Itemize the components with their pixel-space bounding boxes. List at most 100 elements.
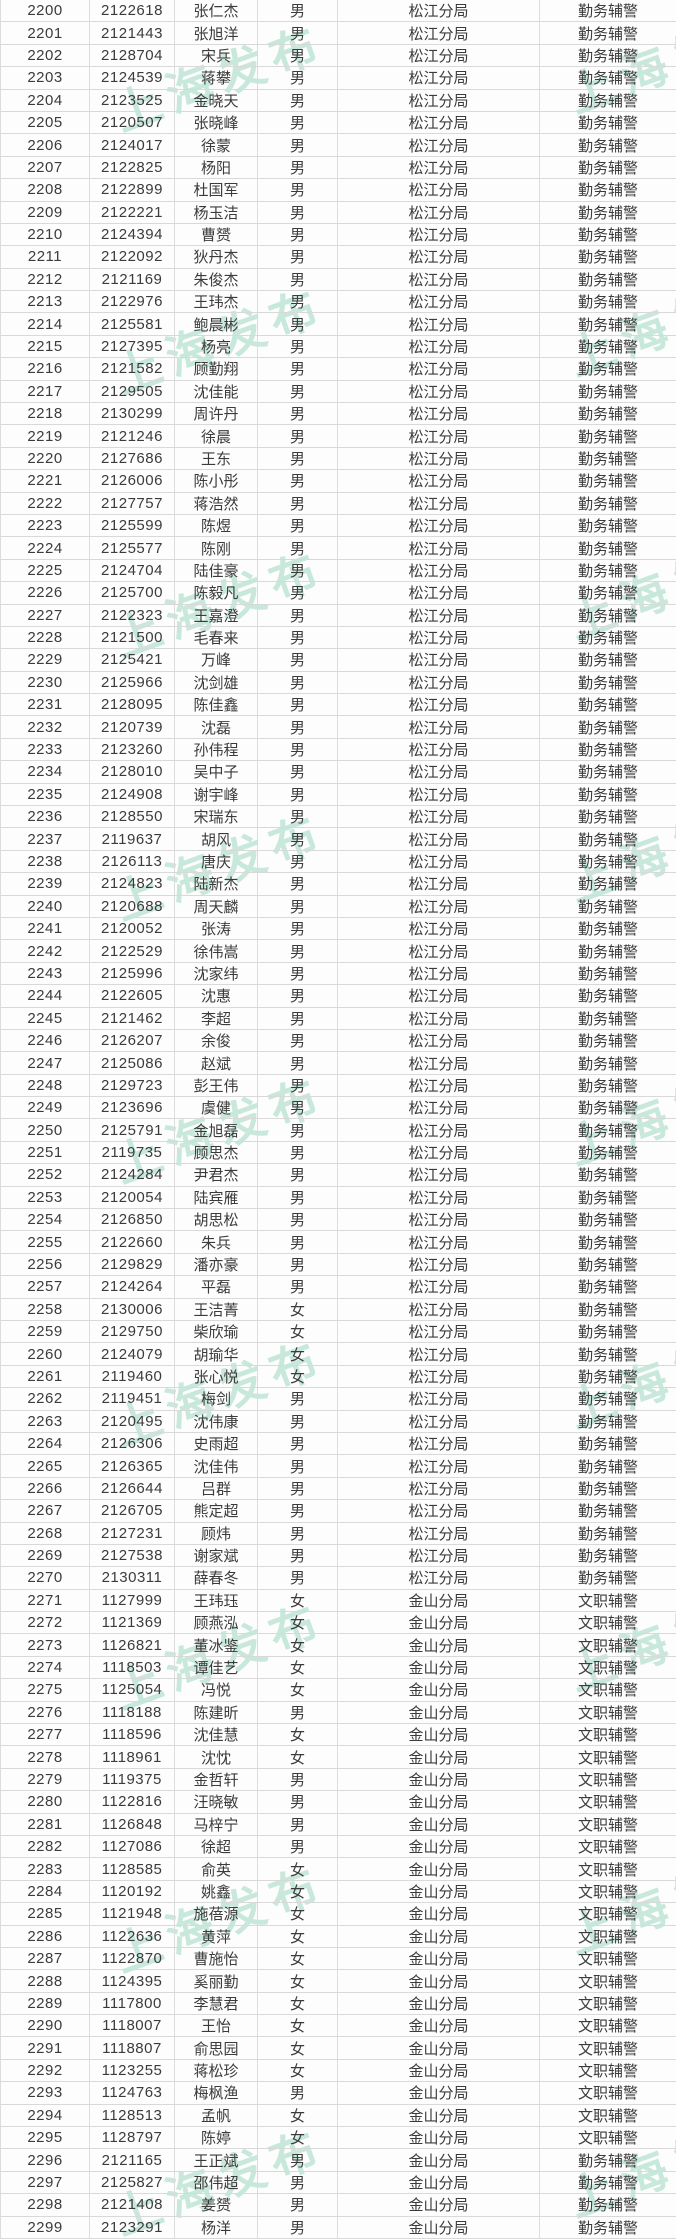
cell-name: 顾炜 — [175, 1522, 258, 1544]
cell-gender: 男 — [258, 940, 338, 962]
cell-name: 陈毅凡 — [175, 582, 258, 604]
cell-candidate-id: 2125827 — [90, 2171, 175, 2194]
cell-candidate-id: 2120054 — [90, 1186, 175, 1209]
cell-bureau: 松江分局 — [338, 1567, 540, 1589]
cell-gender: 女 — [258, 1925, 338, 1947]
cell-gender: 男 — [258, 134, 338, 156]
cell-row-number: 2284 — [0, 1880, 90, 1903]
cell-candidate-id: 1118596 — [90, 1724, 175, 1746]
cell-row-number: 2297 — [0, 2171, 90, 2194]
cell-candidate-id: 2122605 — [90, 985, 175, 1007]
table-row: 2264 2126306 史雨超男松江分局 勤务辅警 — [0, 1432, 676, 1456]
cell-position: 勤务辅警 — [577, 159, 638, 177]
cell-row-number: 2202 — [0, 44, 90, 67]
cell-position: 勤务辅警 — [577, 607, 638, 625]
cell-name: 尹君杰 — [175, 1164, 258, 1186]
cell-name: 俞英 — [175, 1858, 258, 1880]
cell-candidate-id: 2124823 — [90, 873, 175, 895]
table-row: 2212 2121169 朱俊杰男松江分局 勤务辅警 — [0, 268, 676, 292]
cell-candidate-id: 2122618 — [90, 0, 175, 22]
cell-gender: 男 — [258, 0, 338, 22]
cell-bureau: 松江分局 — [338, 1343, 540, 1365]
cell-gender: 女 — [258, 1992, 338, 2015]
table-row: 2274 1118503 谭佳艺女金山分局 文职辅警 — [0, 1656, 676, 1680]
table-row: 2247 2125086 赵斌男松江分局 勤务辅警 — [0, 1052, 676, 1075]
table-row: 2246 2126207 余俊男松江分局 勤务辅警 — [0, 1029, 676, 1053]
cell-gender: 男 — [258, 626, 338, 649]
cell-bureau: 金山分局 — [338, 1724, 540, 1746]
cell-gender: 女 — [258, 1903, 338, 1925]
table-row: 2266 2126644 吕群男松江分局 勤务辅警 — [0, 1477, 676, 1501]
table-row: 2204 2123525 金晓天男松江分局 勤务辅警 — [0, 89, 676, 112]
table-row: 2259 2129750 柴欣瑜女松江分局 勤务辅警 — [0, 1321, 676, 1344]
cell-candidate-id: 2121246 — [90, 425, 175, 447]
cell-row-number: 2210 — [0, 223, 90, 246]
cell-gender: 男 — [258, 179, 338, 201]
cell-candidate-id: 2119451 — [90, 1388, 175, 1410]
cell-row-number: 2289 — [0, 1992, 90, 2015]
table-row: 2262 2119451 梅剑男松江分局 勤务辅警 — [0, 1388, 676, 1411]
table-row: 2221 2126006 陈小彤男松江分局 勤务辅警 — [0, 470, 676, 493]
table-row: 2299 2123291 杨洋男金山分局 勤务辅警 — [0, 2216, 676, 2239]
cell-gender: 男 — [258, 1007, 338, 1029]
cell-candidate-id: 2130299 — [90, 403, 175, 425]
cell-name: 陈煜 — [175, 514, 258, 537]
cell-row-number: 2235 — [0, 783, 90, 806]
cell-candidate-id: 1118807 — [90, 2037, 175, 2059]
cell-position: 勤务辅警 — [577, 70, 638, 88]
table-row: 2215 2127395 杨亮男松江分局 勤务辅警 — [0, 335, 676, 359]
cell-name: 姜赟 — [175, 2194, 258, 2216]
cell-position: 勤务辅警 — [577, 406, 638, 424]
table-row: 2207 2122825 杨阳男松江分局 勤务辅警 — [0, 156, 676, 180]
cell-candidate-id: 1122636 — [90, 1925, 175, 1947]
cell-name: 张仁杰 — [175, 0, 258, 22]
cell-name: 陆佳豪 — [175, 559, 258, 582]
cell-candidate-id: 2127686 — [90, 447, 175, 470]
table-row: 2241 2120052 张涛男松江分局 勤务辅警 — [0, 917, 676, 941]
cell-name: 王洁菁 — [175, 1298, 258, 1320]
table-row: 2254 2126850 胡思松男松江分局 勤务辅警 — [0, 1209, 676, 1232]
cell-candidate-id: 2124908 — [90, 783, 175, 806]
cell-row-number: 2225 — [0, 559, 90, 582]
cell-bureau: 松江分局 — [338, 1253, 540, 1276]
cell-gender: 男 — [258, 1253, 338, 1276]
cell-name: 陆新杰 — [175, 873, 258, 895]
cell-name: 梅剑 — [175, 1388, 258, 1410]
cell-gender: 男 — [258, 2082, 338, 2104]
cell-row-number: 2211 — [0, 246, 90, 268]
table-row: 2232 2120739 沈磊男松江分局 勤务辅警 — [0, 716, 676, 739]
cell-gender: 女 — [258, 1321, 338, 1343]
cell-position: 勤务辅警 — [577, 1570, 638, 1588]
cell-name: 谢家斌 — [175, 1544, 258, 1567]
cell-name: 平磊 — [175, 1276, 258, 1298]
cell-gender: 男 — [258, 492, 338, 514]
cell-bureau: 松江分局 — [338, 917, 540, 940]
cell-name: 金哲轩 — [175, 1768, 258, 1791]
table-row: 2225 2124704 陆佳豪男松江分局 勤务辅警 — [0, 559, 676, 583]
cell-row-number: 2273 — [0, 1634, 90, 1656]
cell-gender: 女 — [258, 1365, 338, 1388]
cell-row-number: 2263 — [0, 1410, 90, 1432]
cell-bureau: 金山分局 — [338, 1612, 540, 1634]
cell-candidate-id: 2126006 — [90, 470, 175, 492]
cell-bureau: 松江分局 — [338, 694, 540, 716]
cell-position: 勤务辅警 — [577, 898, 638, 916]
cell-name: 孙伟程 — [175, 738, 258, 761]
cell-bureau: 松江分局 — [338, 626, 540, 649]
table-row: 2216 2121582 顾勤翔男松江分局 勤务辅警 — [0, 358, 676, 381]
cell-name: 曹施怡 — [175, 1947, 258, 1970]
cell-row-number: 2236 — [0, 806, 90, 828]
cell-candidate-id: 1128585 — [90, 1858, 175, 1880]
cell-candidate-id: 1122816 — [90, 1791, 175, 1813]
cell-bureau: 松江分局 — [338, 447, 540, 470]
cell-row-number: 2285 — [0, 1903, 90, 1925]
cell-candidate-id: 2124284 — [90, 1164, 175, 1186]
cell-gender: 女 — [258, 1589, 338, 1612]
cell-position: 文职辅警 — [577, 2085, 638, 2103]
cell-name: 唐庆 — [175, 850, 258, 873]
table-row: 2281 1126848 马梓宁男金山分局 文职辅警 — [0, 1813, 676, 1836]
cell-gender: 女 — [258, 1656, 338, 1679]
cell-bureau: 金山分局 — [338, 2127, 540, 2149]
cell-name: 汪晓敏 — [175, 1791, 258, 1813]
cell-candidate-id: 2120495 — [90, 1410, 175, 1432]
